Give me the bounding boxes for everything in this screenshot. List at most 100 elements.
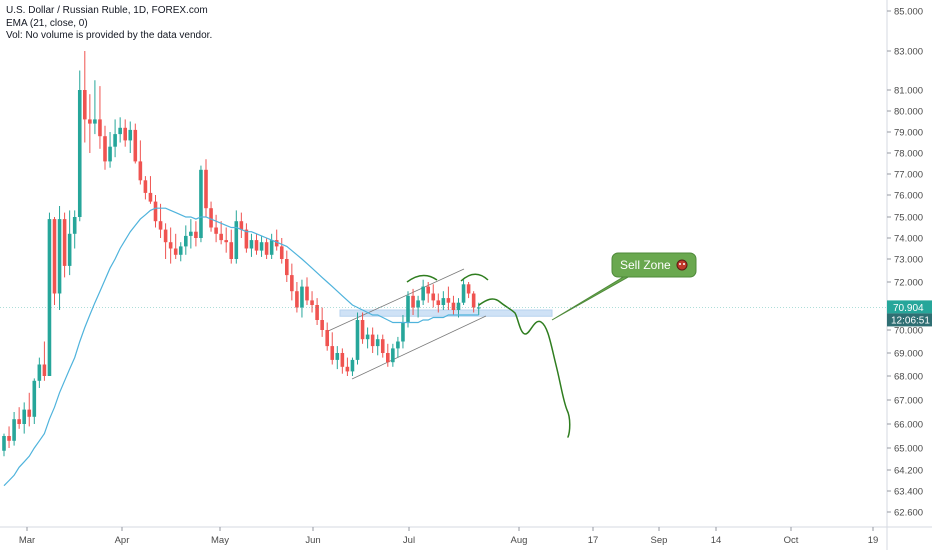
candle [214,214,218,243]
candle [466,282,471,299]
x-tick-label: Oct [784,535,799,546]
devil-emoji-icon [676,259,688,271]
candle [57,206,62,310]
candle [355,312,360,365]
candle-body [391,348,395,363]
candle [123,119,127,147]
candle [360,312,365,344]
callout-pointer [551,275,632,321]
ema-polyline [3,207,479,487]
candle [209,201,213,232]
candle-body [325,330,329,347]
candle-body [93,119,97,124]
y-tick-label: 83.000 [894,47,923,58]
y-tick-label: 65.000 [894,444,923,455]
candle [239,212,244,238]
candle [274,229,279,251]
chart-legend: U.S. Dollar / Russian Ruble, 1D, FOREX.c… [6,5,212,43]
candle [93,80,97,135]
candle [153,195,158,228]
candle-body [209,208,213,228]
y-tick-label: 78.000 [894,149,923,160]
y-tick-label: 66.000 [894,420,923,431]
candle [290,263,294,301]
candle [88,94,92,153]
candle [199,165,203,243]
candle [365,327,370,349]
candle [249,233,254,257]
candle-body [416,300,420,308]
candle-body [386,353,390,363]
candle [335,346,340,370]
candle-body [27,409,32,417]
candle-body [421,286,425,301]
candle [42,341,47,381]
candle [67,210,72,276]
candle [305,277,309,305]
candle-body [300,286,304,308]
candle [118,117,122,143]
candle-body [98,119,102,137]
candle [72,210,77,249]
candle [396,336,400,358]
candle [310,291,314,313]
left-shoulder-arc [406,274,438,283]
candle [375,334,380,356]
candle-body [360,320,365,340]
candle-body [133,129,138,162]
y-tick-label: 63.400 [894,487,923,498]
candle [52,217,57,305]
candle-body [244,229,249,249]
candle [436,293,441,313]
candle-body [461,284,466,303]
candles [2,51,481,457]
candle-body [88,119,92,124]
candle [411,288,415,315]
candle [259,235,264,257]
candle-body [22,409,26,424]
candle-body [42,364,47,376]
candle-body [72,217,77,234]
candle-body [441,298,446,305]
candle-body [355,320,360,360]
candle [350,357,355,376]
candle-body [290,275,294,292]
candle [47,212,52,376]
candle [83,51,87,143]
candle-body [476,307,481,309]
candle [446,286,451,310]
x-tick-label: May [211,535,229,546]
candle [426,282,430,303]
candle [416,295,420,318]
candle-body [113,134,117,147]
candle-body [148,192,153,202]
candle-body [451,302,456,310]
candle-body [335,353,340,360]
candle [456,298,461,318]
right-shoulder-arc [460,273,489,282]
candle [315,298,319,325]
candle-body [62,219,67,266]
candle-body [471,293,476,308]
candle [285,250,289,282]
countdown-tag [887,313,932,327]
candle-body [194,231,198,238]
candle-body [229,242,234,259]
candle [300,279,304,318]
y-tick-label: 80.000 [894,107,923,118]
candle-body [436,300,441,305]
candle-body [184,235,188,247]
candle [431,284,436,308]
ema-line [3,207,479,487]
candle-body [163,229,168,243]
candle-body [118,127,122,135]
candle-body [108,146,112,162]
x-tick-label: Mar [19,535,35,546]
y-tick-label: 72.000 [894,278,923,289]
candle [98,86,102,149]
candle-body [103,136,107,162]
channel-lower-line [351,315,487,380]
candle [158,203,163,238]
candle-body [178,246,183,255]
